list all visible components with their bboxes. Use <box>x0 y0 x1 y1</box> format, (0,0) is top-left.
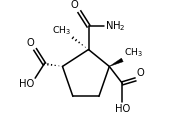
Text: CH$_3$: CH$_3$ <box>124 46 143 59</box>
Text: O: O <box>26 38 34 48</box>
Text: CH$_3$: CH$_3$ <box>52 24 72 37</box>
Text: NH$_2$: NH$_2$ <box>105 19 126 33</box>
Text: O: O <box>137 68 144 78</box>
Text: HO: HO <box>115 104 130 114</box>
Text: HO: HO <box>19 79 34 89</box>
Text: O: O <box>70 0 78 10</box>
Polygon shape <box>109 58 123 66</box>
